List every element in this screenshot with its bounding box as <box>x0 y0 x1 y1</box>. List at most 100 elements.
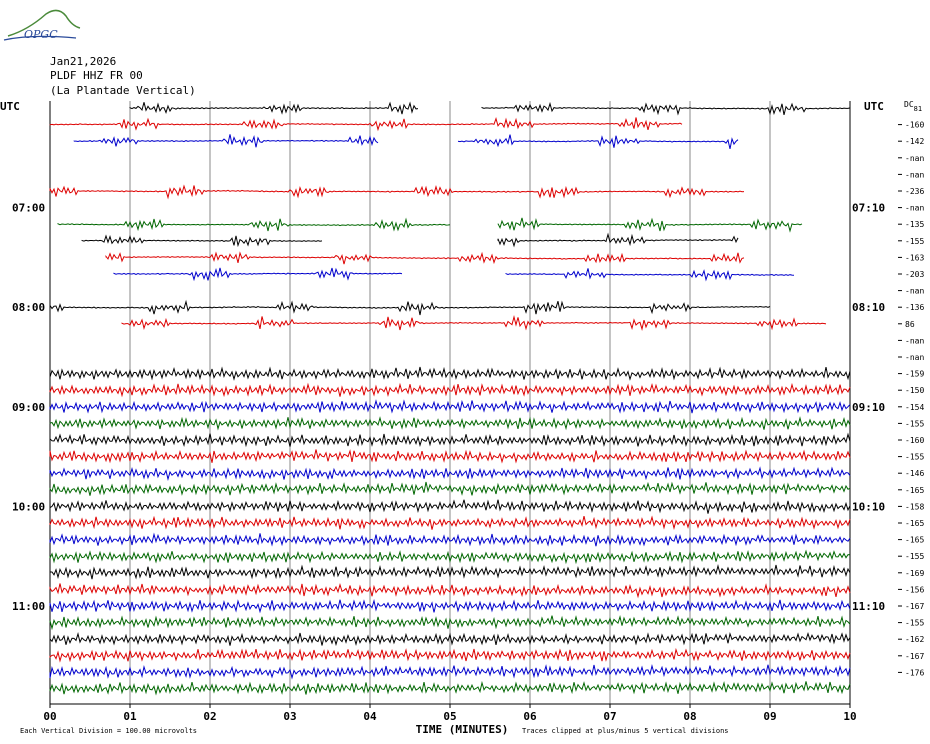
plot-date: Jan21,2026 <box>50 55 117 68</box>
trace-segment <box>497 232 739 248</box>
trace-segment <box>81 234 323 248</box>
trace-segment <box>49 532 851 547</box>
dc-offset-label: -155 <box>905 453 924 462</box>
dc-offset-label: -nan <box>905 336 924 345</box>
trace-segment <box>49 664 851 680</box>
trace-segment <box>49 399 851 414</box>
dc-offset-label: -160 <box>905 436 924 445</box>
dc-offset-label: -155 <box>905 237 924 246</box>
dc-offset-label: -nan <box>905 287 924 296</box>
trace-segment <box>505 268 795 282</box>
dc-offset-label: -135 <box>905 220 924 229</box>
trace-segment <box>49 631 851 647</box>
x-tick-label: 06 <box>523 710 537 723</box>
left-hour-label: 07:00 <box>12 202 45 215</box>
dc-offset-label: -236 <box>905 187 924 196</box>
dc-offset-label: -203 <box>905 270 924 279</box>
dc-offset-label: -165 <box>905 519 924 528</box>
x-tick-label: 09 <box>763 710 776 723</box>
dc-offset-label: -nan <box>905 170 924 179</box>
trace-segment <box>481 101 851 116</box>
trace-segment <box>49 680 851 696</box>
logo-text: OPGC <box>24 28 58 41</box>
trace-segment <box>49 515 851 530</box>
trace-segment <box>49 583 851 599</box>
dc-offset-label: -nan <box>905 204 924 213</box>
dc-offset-label: -163 <box>905 253 924 262</box>
dc-offset-label: 86 <box>905 320 915 329</box>
trace-segment <box>49 299 771 316</box>
trace-segment <box>49 499 851 514</box>
left-hour-label: 11:00 <box>12 600 45 613</box>
x-axis-label: TIME (MINUTES) <box>416 723 509 736</box>
left-utc-title: UTC <box>0 100 20 113</box>
opgc-logo: OPGC <box>3 9 81 41</box>
x-tick-label: 03 <box>283 710 296 723</box>
x-tick-label: 08 <box>683 710 696 723</box>
trace-segment <box>49 549 851 565</box>
trace-segment <box>49 416 851 431</box>
right-hour-label: 11:10 <box>852 600 885 613</box>
trace-segment <box>73 134 379 148</box>
x-tick-label: 01 <box>123 710 137 723</box>
trace-segment <box>49 647 851 663</box>
dc-offset-label: -146 <box>905 469 924 478</box>
dc-offset-label: -162 <box>905 635 924 644</box>
left-hour-label: 10:00 <box>12 500 45 513</box>
trace-segment <box>49 432 851 448</box>
dc-offset-label: -142 <box>905 137 924 146</box>
dc-offset-label: -155 <box>905 552 924 561</box>
trace-segment <box>121 315 827 331</box>
dc-subscript: 81 <box>914 105 922 113</box>
x-tick-label: 02 <box>203 710 216 723</box>
right-utc-title: UTC <box>864 100 884 113</box>
trace-segment <box>49 466 851 481</box>
dc-offset-label: -167 <box>905 602 924 611</box>
dc-offset-label: -167 <box>905 652 924 661</box>
x-tick-label: 10 <box>843 710 856 723</box>
trace-segment <box>49 382 851 398</box>
dc-offset-label: -nan <box>905 154 924 163</box>
right-hour-label: 10:10 <box>852 500 885 513</box>
trace-segment <box>497 217 803 233</box>
plot-channel: PLDF HHZ FR 00 <box>50 69 143 82</box>
dc-label: DC81 <box>904 100 922 113</box>
footer-scale-note: Each Vertical Division = 100.00 microvol… <box>20 727 197 735</box>
trace-segment <box>129 101 419 115</box>
x-tick-label: 04 <box>363 710 377 723</box>
dc-offset-label: -160 <box>905 121 924 130</box>
trace-segment <box>113 267 403 282</box>
trace-segment <box>105 251 745 265</box>
trace-segment <box>49 598 851 614</box>
trace-segment <box>57 217 451 232</box>
trace-segment <box>49 366 851 381</box>
footer-clip-note: Traces clipped at plus/minus 5 vertical … <box>522 727 729 735</box>
dc-offset-label: -169 <box>905 569 924 578</box>
trace-segment <box>49 615 851 631</box>
dc-offset-label: -156 <box>905 585 924 594</box>
dc-offset-label: -136 <box>905 303 924 312</box>
dc-offset-label: -nan <box>905 353 924 362</box>
right-hour-label: 08:10 <box>852 301 885 314</box>
right-hour-label: 09:10 <box>852 401 885 414</box>
dc-offset-label: -154 <box>905 403 924 412</box>
left-hour-label: 08:00 <box>12 301 45 314</box>
dc-offset-label: -155 <box>905 419 924 428</box>
dc-offset-label: -165 <box>905 536 924 545</box>
trace-segment <box>457 134 739 150</box>
plot-station-name: (La Plantade Vertical) <box>50 84 196 97</box>
trace-segment <box>49 117 683 132</box>
trace-segment <box>49 564 851 580</box>
x-tick-label: 05 <box>443 710 456 723</box>
left-hour-label: 09:00 <box>12 401 45 414</box>
dc-offset-label: -176 <box>905 668 924 677</box>
dc-offset-label: -158 <box>905 502 924 511</box>
dc-offset-label: -165 <box>905 486 924 495</box>
dc-offset-label: -150 <box>905 386 924 395</box>
x-tick-label: 00 <box>43 710 56 723</box>
trace-segment <box>49 449 851 464</box>
trace-segment <box>49 481 851 496</box>
right-hour-label: 07:10 <box>852 202 885 215</box>
x-tick-label: 07 <box>603 710 616 723</box>
